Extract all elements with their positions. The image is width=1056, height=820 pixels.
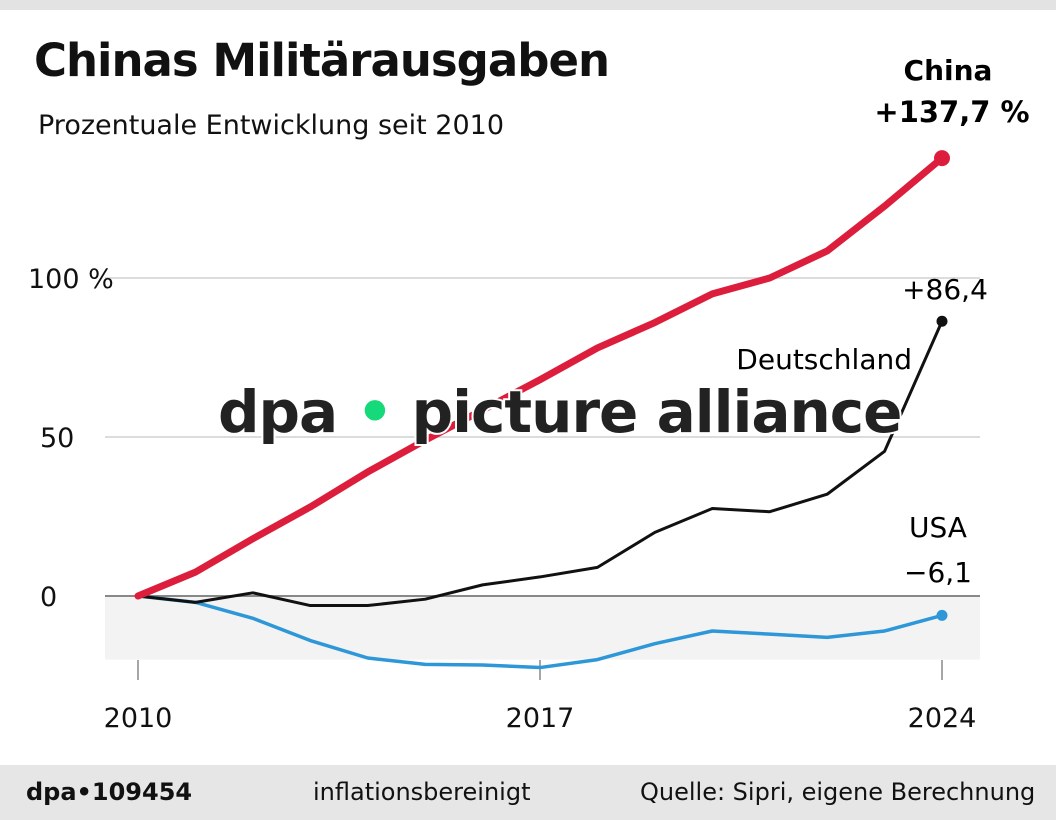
series-label-china: China — [904, 54, 993, 87]
dpa-logo: dpa•109454 — [26, 778, 193, 806]
top-bar — [0, 0, 1056, 10]
line-chart: 0 50 100 % 2010 2017 2024 China +137,7 % +86,4 De… — [28, 54, 1030, 734]
series-line-usa — [136, 594, 944, 670]
end-point-deutschland — [936, 315, 948, 327]
watermark-text: dpa • picture alliance — [218, 378, 902, 446]
x-tick-label: 2010 — [104, 703, 173, 734]
series-line-china — [134, 154, 946, 600]
chart-title: Chinas Militärausgaben — [34, 34, 610, 87]
footer: dpa•109454 inflationsbereinigt Quelle: S… — [0, 765, 1056, 820]
footer-source: Quelle: Sipri, eigene Berechnung — [640, 778, 1036, 806]
footer-note: inflationsbereinigt — [313, 778, 531, 806]
x-tick-label: 2017 — [506, 703, 575, 734]
end-point-china — [934, 150, 950, 167]
chart-subtitle: Prozentuale Entwicklung seit 2010 — [38, 110, 505, 141]
end-label-deutschland: +86,4 — [902, 273, 988, 306]
y-tick-label: 100 % — [28, 264, 114, 295]
series-label-deutschland: Deutschland — [736, 343, 912, 376]
y-tick-label: 50 — [40, 423, 74, 454]
y-tick-label: 0 — [40, 582, 57, 613]
series-label-usa: USA — [909, 511, 967, 544]
series-line-deutschland — [136, 319, 944, 608]
x-tick-label: 2024 — [908, 703, 977, 734]
end-point-usa — [936, 609, 948, 621]
end-label-usa: −6,1 — [904, 556, 972, 589]
end-label-china: +137,7 % — [874, 95, 1029, 129]
negative-area — [105, 596, 980, 660]
